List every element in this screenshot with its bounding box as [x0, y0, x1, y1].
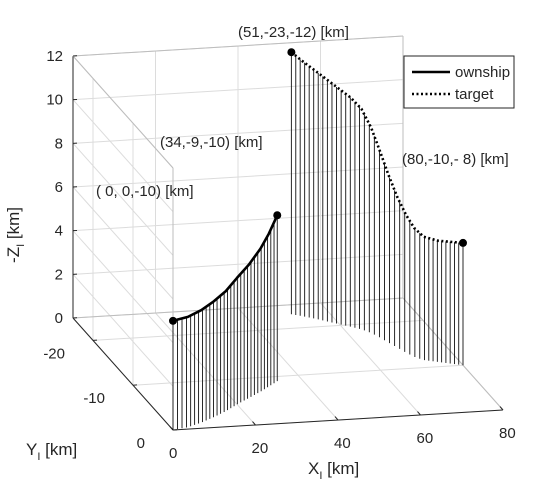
x-tick-mark [169, 426, 174, 431]
series [172, 51, 464, 323]
axes-box [72, 35, 504, 431]
grid-floor-x [155, 312, 256, 426]
x-tick-label: 40 [334, 435, 351, 452]
series-line-ownship [172, 214, 279, 323]
annotation-target-start: (51,-23,-12) [km] [238, 24, 349, 41]
z-tick-label: 6 [55, 179, 63, 196]
y-tick-label: -10 [83, 390, 105, 407]
z-tick-label: 8 [55, 135, 63, 152]
x-tick-label: 0 [169, 445, 177, 462]
point-ownship-start [169, 316, 177, 325]
z-tick-label: 0 [55, 310, 63, 327]
grid-backwall-z [72, 79, 404, 101]
x-tick-mark [334, 416, 339, 421]
x-tick-label: 60 [417, 430, 434, 447]
z-axis-label: -ZI [km] [4, 207, 27, 263]
box-edge [72, 297, 404, 319]
point-target-start [287, 48, 296, 57]
grid-backwall-z [72, 166, 404, 188]
y-tick-label: 0 [137, 435, 145, 452]
points [169, 48, 467, 325]
y-tick-label: -20 [43, 345, 65, 362]
x-tick-label: 20 [252, 440, 269, 457]
grid-floor-x [320, 302, 421, 416]
y-axis-label: YI [km] [26, 440, 77, 463]
z-tick-label: 12 [46, 48, 63, 65]
legend-label-target: target [455, 86, 494, 103]
point-target-end [459, 238, 467, 247]
annotation-ownship-end: (34,-9,-10) [km] [160, 134, 263, 151]
grid-backwall-z [72, 210, 404, 232]
z-tick-label: 10 [46, 92, 63, 109]
grid-sidewall-z [72, 230, 174, 343]
x-tick-mark [252, 421, 256, 426]
x-tick-label: 80 [499, 425, 516, 442]
annotation-target-end: (80,-10,- 8) [km] [402, 151, 509, 168]
point-ownship-end [273, 211, 282, 220]
y-axis-line [72, 317, 174, 431]
x-axis-label: XI [km] [308, 459, 359, 482]
z-tick-label: 4 [55, 223, 63, 240]
grid-floor-x [237, 307, 339, 421]
annotation-ownship-start: ( 0, 0,-10) [km] [96, 183, 194, 200]
grid-backwall-z [72, 122, 404, 144]
grid-sidewall-z [72, 186, 174, 300]
box-edge [402, 297, 504, 411]
grid-floor-y [132, 364, 464, 386]
grid-backwall-z [72, 253, 404, 275]
legend-box [403, 55, 515, 109]
legend: ownship target [403, 55, 515, 109]
grid-sidewall-z [72, 99, 174, 212]
stems [172, 52, 464, 430]
x-tick-mark [417, 411, 421, 416]
grid-sidewall-z [72, 143, 174, 256]
z-tick-label: 2 [55, 266, 63, 283]
legend-label-ownship: ownship [455, 64, 510, 81]
box-edge [72, 35, 404, 57]
x-tick-mark [499, 406, 504, 411]
grid-sidewall-z [72, 274, 174, 387]
tick-labels: 0 20 40 60 80 -20 -10 0 0 2 4 6 8 10 12 [43, 48, 515, 462]
box-edge [72, 55, 174, 169]
